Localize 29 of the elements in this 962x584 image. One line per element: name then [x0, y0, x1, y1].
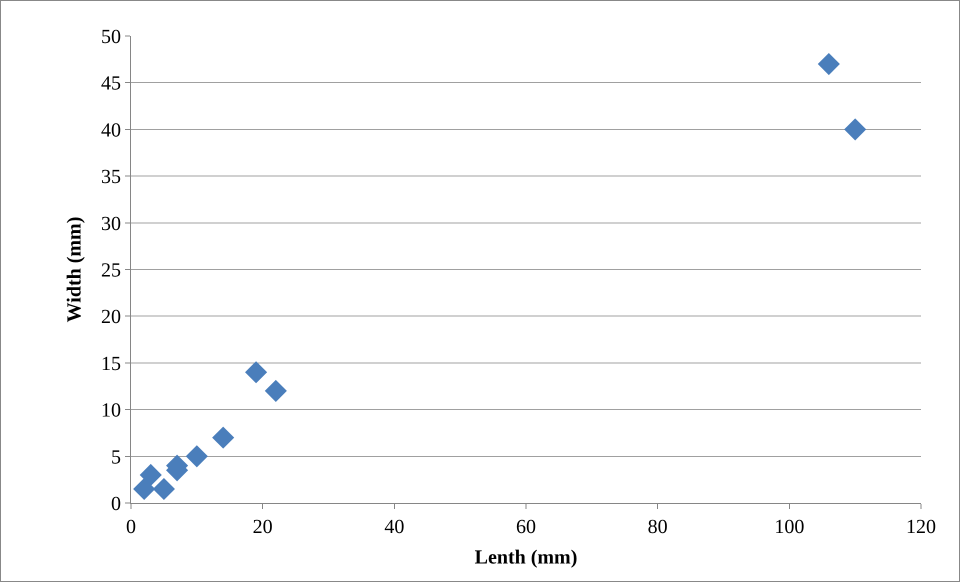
y-axis-title: Width (mm) — [64, 216, 86, 322]
x-axis-title: Lenth (mm) — [474, 546, 578, 568]
y-tick-label: 45 — [101, 72, 121, 95]
x-tick-label: 100 — [774, 516, 804, 538]
y-tick-label: 15 — [101, 352, 121, 375]
point — [245, 361, 268, 384]
point — [133, 478, 156, 500]
y-tick-label: 35 — [101, 166, 121, 188]
x-tick-label: 0 — [126, 516, 136, 538]
x-tick-label: 40 — [384, 516, 404, 538]
point — [152, 478, 175, 500]
y-tick-label: 5 — [111, 446, 121, 468]
point — [186, 445, 208, 468]
point — [264, 380, 287, 402]
y-tick-label: 0 — [111, 493, 121, 515]
y-tick-label: 30 — [101, 212, 121, 235]
y-tick-label: 40 — [101, 119, 121, 142]
y-tick-label: 25 — [101, 260, 121, 282]
x-tick-label: 120 — [906, 516, 936, 538]
x-tick-label: 80 — [648, 516, 668, 538]
y-tick-label: 20 — [101, 306, 121, 328]
point — [818, 52, 840, 76]
x-tick-label: 60 — [516, 516, 536, 538]
y-tick-label: 50 — [101, 26, 121, 48]
x-tick-label: 20 — [252, 516, 273, 538]
y-tick-label: 10 — [101, 400, 121, 422]
point — [212, 426, 234, 449]
point — [140, 464, 162, 486]
point — [844, 118, 866, 140]
